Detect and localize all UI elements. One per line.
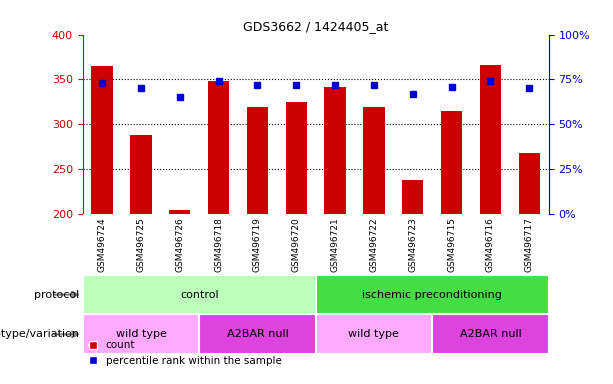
Text: GSM496720: GSM496720 [292,217,301,272]
Bar [316,275,549,314]
Bar [131,135,151,214]
Bar [169,210,191,214]
Bar [364,108,384,214]
Text: genotype/variation: genotype/variation [0,329,80,339]
Title: GDS3662 / 1424405_at: GDS3662 / 1424405_at [243,20,389,33]
Bar [83,275,316,314]
Bar [316,314,432,354]
Text: GSM496715: GSM496715 [447,217,456,272]
Text: wild type: wild type [349,329,399,339]
Text: GSM496719: GSM496719 [253,217,262,272]
Bar [91,66,113,214]
Text: GSM496716: GSM496716 [486,217,495,272]
Text: protocol: protocol [34,290,80,300]
Bar [432,314,549,354]
Text: GSM496726: GSM496726 [175,217,185,272]
Bar [83,314,199,354]
Text: GSM496725: GSM496725 [137,217,145,272]
Bar [480,65,501,214]
Bar [208,81,229,214]
Text: wild type: wild type [116,329,166,339]
Bar [286,102,307,214]
Text: GSM496723: GSM496723 [408,217,417,272]
Bar [324,87,346,214]
Text: ischemic preconditioning: ischemic preconditioning [362,290,502,300]
Text: GSM496718: GSM496718 [214,217,223,272]
Text: GSM496721: GSM496721 [330,217,340,272]
Text: GSM496724: GSM496724 [97,217,107,272]
Bar [402,180,424,214]
Text: GSM496717: GSM496717 [525,217,534,272]
Bar [519,153,540,214]
Text: GSM496722: GSM496722 [370,217,378,272]
Bar [247,108,268,214]
Text: A2BAR null: A2BAR null [460,329,521,339]
Legend: count, percentile rank within the sample: count, percentile rank within the sample [88,339,283,367]
Bar [441,111,462,214]
Bar [199,314,316,354]
Text: control: control [180,290,219,300]
Text: A2BAR null: A2BAR null [227,329,288,339]
